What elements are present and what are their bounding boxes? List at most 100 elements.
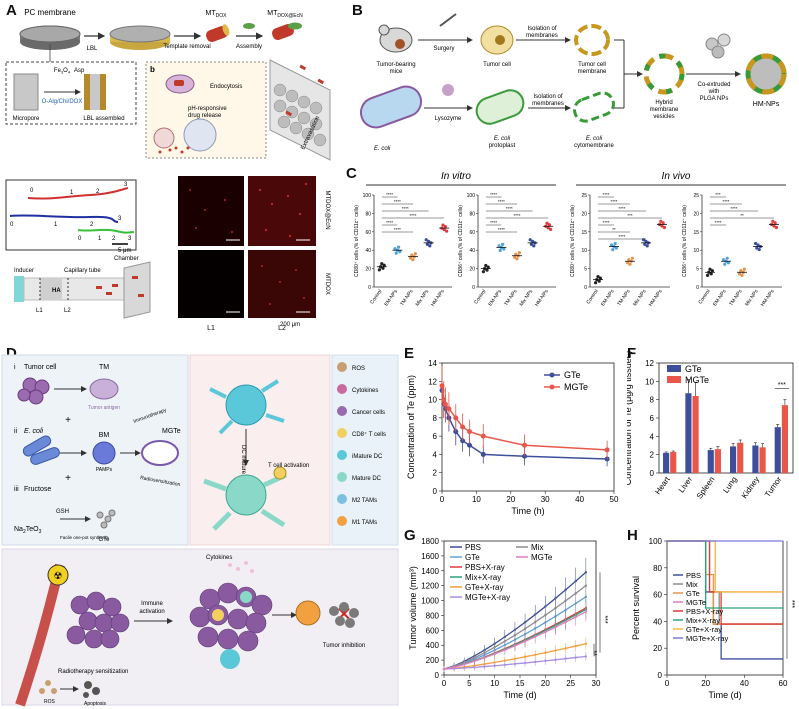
c-point xyxy=(484,263,488,268)
f-ytick-label: 0 xyxy=(650,469,655,478)
d-legend-4: iMature DC xyxy=(352,454,383,460)
c-sig-label: **** xyxy=(386,220,393,225)
c-point xyxy=(630,256,634,260)
g-point xyxy=(554,606,557,610)
panel-g-chart: 0 5 10 15 20 25 30 0 200 400 600 800 1000 1200 1400 160… xyxy=(408,537,608,700)
isolation1-b: membranes xyxy=(526,33,558,39)
f-ytick-label: 2 xyxy=(650,451,655,460)
c-sig-label: **** xyxy=(394,227,401,232)
g-point xyxy=(584,610,588,613)
d-radio-sens: Radiotherapy sensitization xyxy=(58,669,128,675)
c-ytick-label: 40 xyxy=(365,248,371,254)
c-point xyxy=(532,244,536,248)
c-xtick-label: Control xyxy=(585,289,599,306)
e-point xyxy=(453,415,459,421)
g-legend-label: GTe+X-ray xyxy=(465,583,503,592)
c-xtick-label: TM-NPs xyxy=(503,288,519,307)
f-legend-swatch xyxy=(667,376,681,383)
c-point xyxy=(662,225,666,230)
in-vitro-label: In vitro xyxy=(441,171,471,182)
d-mgte: MGTe xyxy=(162,428,181,435)
c-ytick-label: 25 xyxy=(581,193,587,199)
c-point xyxy=(428,244,432,248)
g-plot: 0 5 10 15 20 25 30 0 200 400 600 800 1000 1200 1400 160… xyxy=(408,537,608,700)
c-point xyxy=(626,261,630,265)
c-ytick-label: 100 xyxy=(363,193,372,199)
g-legend-label: PBS+X-ray xyxy=(465,563,505,572)
hybrid-b: membrane xyxy=(650,107,679,113)
c-point xyxy=(502,247,506,251)
c-sig-label: **** xyxy=(618,234,625,239)
g-point xyxy=(544,630,547,634)
green-track-0: 0 xyxy=(78,236,82,242)
g-xlabel: Time (d) xyxy=(503,690,536,700)
e-point xyxy=(480,451,486,457)
g-point xyxy=(523,655,527,659)
e-point xyxy=(446,406,452,412)
e-point xyxy=(522,442,528,448)
hybrid-c: vesicles xyxy=(653,114,674,120)
c-sig-label: **** xyxy=(402,206,409,211)
d-legend-2: Cancer cells xyxy=(352,410,385,416)
d-gsh: GSH xyxy=(56,509,69,515)
c-xtick-label: HM-NPs xyxy=(534,288,550,307)
c-sig-label: **** xyxy=(513,213,520,218)
c-ytick-label: 80 xyxy=(469,211,475,217)
g-point xyxy=(564,599,567,603)
g-xtick-label: 30 xyxy=(592,679,601,688)
g-point xyxy=(534,660,537,664)
f-xtick-label: Heart xyxy=(653,474,672,496)
tumor-mice-label-2: mice xyxy=(390,69,403,75)
c-ytick-label: 15 xyxy=(693,230,699,236)
panel-label-a: A xyxy=(6,2,17,19)
c-point xyxy=(756,243,760,247)
c-point xyxy=(409,256,413,260)
lbl-assembled-label: LBL assembled xyxy=(83,116,124,122)
pc-membrane-label: PC membrane xyxy=(24,8,76,17)
g-xtick-label: 15 xyxy=(516,679,525,688)
c-xtick-label: Mix NPs xyxy=(744,288,760,307)
g-point xyxy=(584,571,588,574)
c-point xyxy=(413,251,417,256)
e-ytick-label: 10 xyxy=(428,396,437,405)
c-point xyxy=(594,281,598,285)
c-point xyxy=(529,242,533,246)
c-point xyxy=(497,244,501,248)
g-point xyxy=(574,579,577,583)
coext-a: Co-extruded xyxy=(697,82,730,88)
d-i: i xyxy=(14,364,16,371)
c-ylabel: CD86⁺ cells (% of CD11c⁺ cells) xyxy=(682,205,688,277)
g-point xyxy=(442,667,446,671)
blue-track-2: 2 xyxy=(90,222,94,228)
c-point xyxy=(397,245,401,249)
panel-label-f: F xyxy=(627,345,637,362)
c-point xyxy=(528,238,532,242)
c-sig-label: **** xyxy=(409,213,416,218)
e-xtick-label: 50 xyxy=(610,495,619,504)
g-xtick-label: 25 xyxy=(566,679,575,688)
e-xtick-label: 10 xyxy=(472,495,481,504)
c-sig-label: **** xyxy=(722,199,729,204)
c-xtick-label: HM-NPs xyxy=(430,288,446,307)
g-point xyxy=(544,659,547,663)
c-point xyxy=(738,272,742,276)
f-xtick-label: Tumor xyxy=(763,475,784,499)
lysozyme-label: Lysozyme xyxy=(435,116,462,122)
g-ytick-label: 1000 xyxy=(421,597,439,606)
e-point xyxy=(467,429,473,435)
c-point xyxy=(628,262,632,266)
drug-release-label: drug release xyxy=(188,113,222,119)
g-legend-label: GTe xyxy=(465,553,480,562)
red-track-1: 1 xyxy=(70,190,74,196)
f-bar xyxy=(730,446,737,473)
c-plot-3: 0 5 10 15 20 25 CD80⁺ cells (% of CD11c⁺ cells… xyxy=(570,192,670,308)
d-iii: iii xyxy=(14,486,19,493)
g-legend-label: Mix+X-ray xyxy=(465,573,501,582)
h-ytick-label: 60 xyxy=(653,591,662,600)
d-apoptosis: Apoptosis xyxy=(84,701,106,707)
c-ytick-label: 0 xyxy=(472,285,475,291)
h-series-line xyxy=(667,540,783,609)
c-point xyxy=(445,229,449,233)
c-point xyxy=(441,223,445,227)
c-point xyxy=(613,241,617,246)
